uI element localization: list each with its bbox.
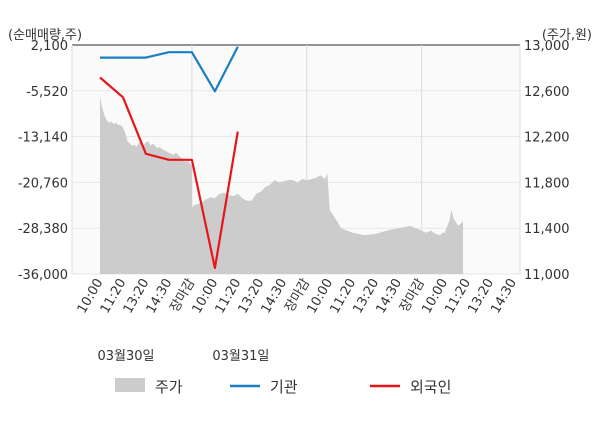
right-tick-label: 13,000 — [524, 39, 570, 54]
right-tick-label: 12,200 — [524, 131, 570, 146]
left-tick-label: -13,140 — [18, 131, 68, 146]
date-label: 03월31일 — [212, 349, 269, 364]
legend-label: 주가 — [155, 378, 183, 396]
series-line-외국인 — [99, 76, 239, 270]
legend: 주가 기관 외국인 — [115, 378, 451, 396]
right-tick-label: 12,600 — [524, 85, 570, 100]
legend-swatch-area — [115, 378, 145, 392]
right-axis-ticks: 13,000 12,600 12,200 11,800 11,400 11,000 — [524, 39, 570, 283]
left-axis-unit: (순매매량,주) — [8, 28, 82, 43]
net-volume-lines — [99, 46, 239, 270]
left-tick-label: -36,000 — [18, 268, 68, 283]
left-tick-label: -5,520 — [26, 85, 68, 100]
left-axis-ticks: 2,100 -5,520 -13,140 -20,760 -28,380 -36,000 — [18, 39, 68, 283]
left-tick-label: -20,760 — [18, 176, 68, 191]
right-axis-unit: (주가,원) — [542, 28, 592, 43]
right-tick-label: 11,400 — [524, 222, 570, 237]
date-label: 03월30일 — [97, 349, 154, 364]
price-area-layer — [100, 96, 463, 274]
series-area-주가 — [100, 96, 463, 274]
x-axis-ticks: 10:0011:2013:2014:30장마감10:0011:2013:2014… — [75, 276, 520, 316]
legend-label: 기관 — [270, 378, 298, 396]
left-tick-label: -28,380 — [18, 222, 68, 237]
legend-label: 외국인 — [410, 378, 451, 396]
right-tick-label: 11,800 — [524, 176, 570, 191]
left-tick-label: 2,100 — [31, 39, 68, 54]
date-labels: 03월30일 03월31일 — [97, 349, 269, 364]
right-tick-label: 11,000 — [524, 268, 570, 283]
series-line-기관 — [100, 46, 239, 93]
